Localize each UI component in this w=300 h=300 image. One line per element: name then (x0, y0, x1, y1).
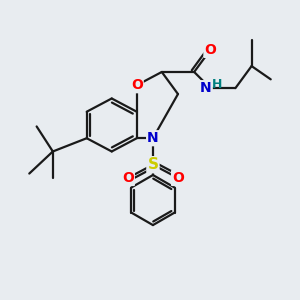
Text: N: N (200, 81, 212, 95)
Text: N: N (147, 131, 159, 145)
Text: O: O (131, 78, 143, 92)
Text: O: O (204, 43, 216, 57)
Text: H: H (212, 78, 222, 91)
Text: S: S (147, 157, 158, 172)
Text: O: O (172, 171, 184, 185)
Text: O: O (122, 171, 134, 185)
